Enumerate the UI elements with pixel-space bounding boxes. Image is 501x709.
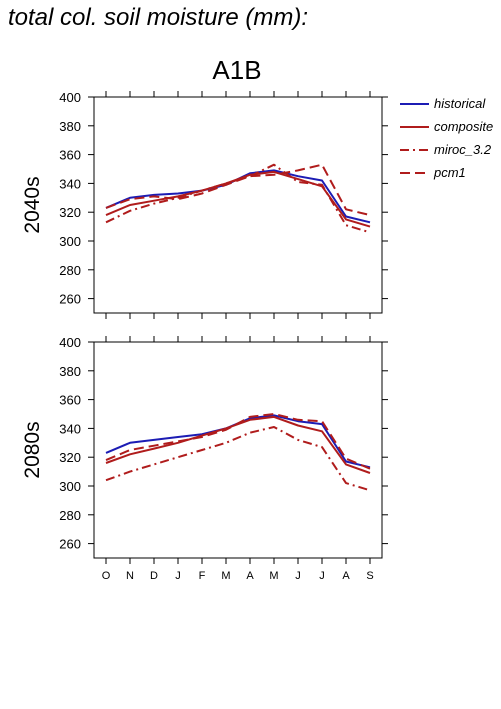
scenario-title: A1B bbox=[212, 55, 261, 85]
series-line-pcm1 bbox=[105, 413, 371, 470]
page-title: total col. soil moisture (mm): bbox=[8, 4, 309, 31]
y-tick-label: 320 bbox=[59, 205, 81, 220]
legend-label: historical bbox=[434, 96, 486, 111]
legend-label: composite bbox=[434, 119, 493, 134]
x-tick-label: M bbox=[269, 570, 278, 582]
y-tick-label: 340 bbox=[59, 176, 81, 191]
y-tick-label: 300 bbox=[59, 479, 81, 494]
y-tick-label: 340 bbox=[59, 421, 81, 436]
panel-2040s: 260 280 300 320 340 360 380 400 2040s bbox=[21, 90, 388, 319]
series-line-miroc-3-2 bbox=[105, 163, 371, 234]
series-line-pcm1 bbox=[105, 163, 371, 217]
y-tick-label: 260 bbox=[59, 292, 81, 307]
x-tick-label: O bbox=[102, 570, 111, 582]
y-tick-label: 360 bbox=[59, 393, 81, 408]
y-tick-label: 380 bbox=[59, 119, 81, 134]
x-tick-label: S bbox=[366, 570, 373, 582]
y-axis-label: 2040s bbox=[21, 176, 44, 233]
y-tick-label: 300 bbox=[59, 234, 81, 249]
y-tick-label: 400 bbox=[59, 335, 81, 350]
legend-label: miroc_3.2 bbox=[434, 142, 492, 157]
series-line-composite bbox=[105, 415, 371, 474]
legend: historical composite miroc_3.2 pcm1 bbox=[400, 96, 493, 180]
series-line-miroc-3-2 bbox=[105, 426, 371, 492]
plot-frame bbox=[93, 96, 383, 314]
y-tick-label: 260 bbox=[59, 537, 81, 552]
y-tick-label: 320 bbox=[59, 450, 81, 465]
x-tick-label: M bbox=[221, 570, 230, 582]
x-tick-label: A bbox=[342, 570, 350, 582]
x-tick-label: A bbox=[246, 570, 254, 582]
y-tick-label: 360 bbox=[59, 148, 81, 163]
y-tick-label: 380 bbox=[59, 364, 81, 379]
y-axis-label: 2080s bbox=[21, 421, 44, 478]
y-tick-label: 400 bbox=[59, 90, 81, 105]
x-tick-label: N bbox=[126, 570, 134, 582]
x-tick-label: J bbox=[295, 570, 301, 582]
y-tick-label: 280 bbox=[59, 263, 81, 278]
panel-2080s: 260 280 300 320 340 360 380 400 2080s O N D J F M A M J J A… bbox=[21, 335, 388, 582]
legend-label: pcm1 bbox=[433, 165, 466, 180]
x-tick-label: D bbox=[150, 570, 158, 582]
x-tick-label: J bbox=[175, 570, 181, 582]
plot-frame bbox=[93, 341, 383, 559]
x-tick-label: J bbox=[319, 570, 325, 582]
y-tick-label: 280 bbox=[59, 508, 81, 523]
x-tick-label: F bbox=[199, 570, 206, 582]
